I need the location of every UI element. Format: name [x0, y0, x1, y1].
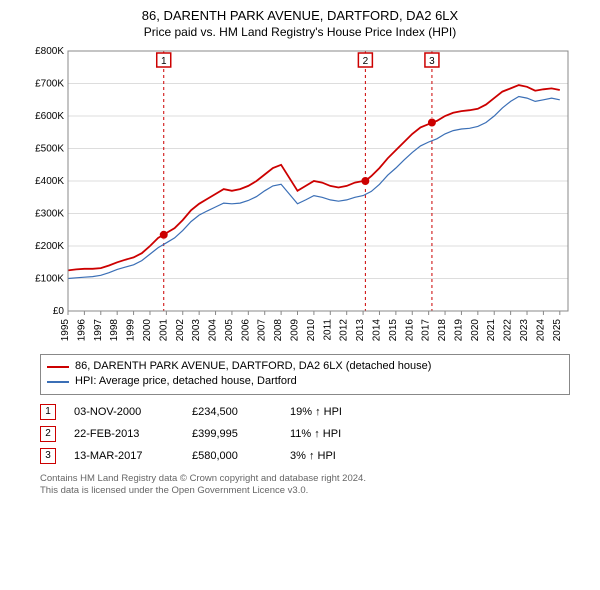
chart-area: £0 £100K £200K £300K £400K £500K £600K £700K £80… [20, 43, 580, 348]
chart-container: 86, DARENTH PARK AVENUE, DARTFORD, DA2 6… [0, 0, 600, 590]
legend-swatch [47, 381, 69, 383]
svg-text:2017: 2017 [421, 319, 432, 342]
svg-text:1999: 1999 [126, 319, 137, 342]
svg-text:2011: 2011 [322, 319, 333, 341]
event-hpi: 19% ↑ HPI [290, 406, 380, 418]
svg-text:2019: 2019 [453, 319, 464, 342]
svg-text:2000: 2000 [142, 319, 153, 342]
svg-text:£400K: £400K [35, 176, 64, 187]
event-hpi: 11% ↑ HPI [290, 428, 380, 440]
event-price: £580,000 [192, 450, 272, 462]
footer-line-1: Contains HM Land Registry data © Crown c… [40, 473, 570, 485]
svg-text:2005: 2005 [224, 319, 235, 342]
event-row: 2 22-FEB-2013 £399,995 11% ↑ HPI [40, 423, 570, 445]
svg-text:2010: 2010 [306, 319, 317, 342]
svg-text:3: 3 [429, 56, 435, 67]
svg-text:£800K: £800K [35, 46, 64, 57]
legend: 86, DARENTH PARK AVENUE, DARTFORD, DA2 6… [40, 354, 570, 395]
svg-text:2008: 2008 [273, 319, 284, 342]
svg-text:2009: 2009 [290, 319, 301, 342]
svg-text:2004: 2004 [208, 319, 219, 342]
svg-text:2012: 2012 [339, 319, 350, 342]
event-row: 1 03-NOV-2000 £234,500 19% ↑ HPI [40, 401, 570, 423]
svg-text:2001: 2001 [158, 319, 169, 342]
event-date: 03-NOV-2000 [74, 406, 174, 418]
legend-swatch [47, 366, 69, 368]
svg-text:£200K: £200K [35, 241, 64, 252]
svg-text:£100K: £100K [35, 274, 64, 285]
svg-text:£300K: £300K [35, 209, 64, 220]
svg-text:2003: 2003 [191, 319, 202, 342]
svg-text:2024: 2024 [535, 319, 546, 342]
event-date: 13-MAR-2017 [74, 450, 174, 462]
event-badge: 2 [40, 426, 56, 442]
svg-text:2013: 2013 [355, 319, 366, 342]
svg-text:2007: 2007 [257, 319, 268, 342]
svg-text:2022: 2022 [503, 319, 514, 342]
line-chart-svg: £0 £100K £200K £300K £400K £500K £600K £700K £80… [20, 43, 580, 343]
footer-attribution: Contains HM Land Registry data © Crown c… [40, 473, 570, 498]
svg-text:1998: 1998 [109, 319, 120, 342]
event-price: £399,995 [192, 428, 272, 440]
svg-text:1996: 1996 [76, 319, 87, 342]
events-table: 1 03-NOV-2000 £234,500 19% ↑ HPI 2 22-FEB-201… [40, 401, 570, 467]
svg-text:2018: 2018 [437, 319, 448, 342]
legend-row: HPI: Average price, detached house, Dart… [47, 374, 563, 389]
svg-text:2025: 2025 [552, 319, 563, 342]
svg-text:2002: 2002 [175, 319, 186, 342]
event-badge: 1 [40, 404, 56, 420]
legend-row: 86, DARENTH PARK AVENUE, DARTFORD, DA2 6… [47, 359, 563, 374]
chart-subtitle: Price paid vs. HM Land Registry's House … [0, 23, 600, 43]
svg-text:2014: 2014 [371, 319, 382, 342]
svg-text:1997: 1997 [93, 319, 104, 342]
legend-label: 86, DARENTH PARK AVENUE, DARTFORD, DA2 6… [75, 359, 431, 374]
event-badge: 3 [40, 448, 56, 464]
event-row: 3 13-MAR-2017 £580,000 3% ↑ HPI [40, 445, 570, 467]
event-date: 22-FEB-2013 [74, 428, 174, 440]
svg-text:£500K: £500K [35, 144, 64, 155]
svg-text:£600K: £600K [35, 111, 64, 122]
svg-text:2: 2 [363, 56, 369, 67]
svg-text:£700K: £700K [35, 79, 64, 90]
svg-text:1995: 1995 [60, 319, 71, 342]
footer-line-2: This data is licensed under the Open Gov… [40, 485, 570, 497]
chart-title: 86, DARENTH PARK AVENUE, DARTFORD, DA2 6… [0, 0, 600, 23]
svg-text:2006: 2006 [240, 319, 251, 342]
legend-label: HPI: Average price, detached house, Dart… [75, 374, 297, 389]
event-hpi: 3% ↑ HPI [290, 450, 380, 462]
svg-text:2015: 2015 [388, 319, 399, 342]
svg-text:2021: 2021 [486, 319, 497, 342]
svg-text:1: 1 [161, 56, 167, 67]
svg-text:£0: £0 [53, 306, 65, 317]
event-price: £234,500 [192, 406, 272, 418]
svg-text:2016: 2016 [404, 319, 415, 342]
svg-text:2020: 2020 [470, 319, 481, 342]
svg-text:2023: 2023 [519, 319, 530, 342]
